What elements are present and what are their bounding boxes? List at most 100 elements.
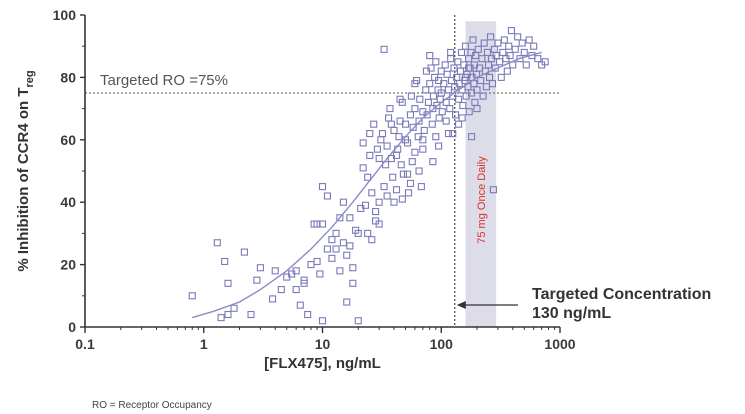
data-point — [535, 56, 541, 62]
data-point — [453, 112, 459, 118]
data-point — [430, 93, 436, 99]
x-tick-label: 10 — [315, 336, 331, 352]
data-point — [416, 168, 422, 174]
data-point — [438, 68, 444, 74]
data-point — [400, 171, 406, 177]
data-point — [379, 131, 385, 137]
y-tick-label: 100 — [53, 7, 77, 23]
data-point — [386, 115, 392, 121]
data-point — [436, 143, 442, 149]
data-point — [384, 143, 390, 149]
data-point — [374, 146, 380, 152]
data-point — [248, 312, 254, 318]
data-point — [391, 199, 397, 205]
data-point — [523, 62, 529, 68]
data-point — [344, 252, 350, 258]
data-point — [293, 287, 299, 293]
data-point — [324, 246, 330, 252]
data-point — [455, 59, 461, 65]
y-axis-title-subscript: reg — [24, 70, 36, 87]
data-point — [222, 258, 228, 264]
data-point — [459, 115, 465, 121]
arrow-left-icon — [457, 301, 466, 309]
data-point — [337, 268, 343, 274]
data-point — [376, 199, 382, 205]
x-tick-label: 1000 — [544, 336, 575, 352]
data-point — [308, 262, 314, 268]
data-point — [367, 152, 373, 158]
data-point — [405, 171, 411, 177]
data-point — [423, 87, 429, 93]
data-point — [347, 243, 353, 249]
data-point — [425, 99, 431, 105]
y-tick-label: 0 — [68, 319, 76, 335]
data-point — [427, 53, 433, 59]
data-point — [369, 190, 375, 196]
data-point — [218, 315, 224, 321]
footnote: RO = Receptor Occupancy — [92, 400, 212, 411]
data-point — [371, 121, 377, 127]
data-point — [340, 199, 346, 205]
data-point — [417, 96, 423, 102]
data-point — [214, 240, 220, 246]
data-point — [355, 318, 361, 324]
data-point — [521, 49, 527, 55]
data-point — [427, 81, 433, 87]
x-tick-label: 100 — [430, 336, 454, 352]
data-point — [189, 293, 195, 299]
data-point — [436, 115, 442, 121]
data-point — [504, 68, 510, 74]
data-point — [407, 180, 413, 186]
data-point — [433, 59, 439, 65]
data-point — [457, 68, 463, 74]
data-point — [387, 106, 393, 112]
data-point — [412, 149, 418, 155]
dose-band-label: 75 mg Once Daily — [476, 156, 488, 244]
data-point — [225, 280, 231, 286]
data-point — [367, 131, 373, 137]
x-tick-label: 1 — [200, 336, 208, 352]
data-point — [497, 59, 503, 65]
data-point — [409, 159, 415, 165]
data-point — [272, 268, 278, 274]
data-point — [456, 96, 462, 102]
data-point — [365, 230, 371, 236]
data-point — [396, 134, 402, 140]
data-point — [445, 131, 451, 137]
data-point — [500, 49, 506, 55]
x-tick-label: 0.1 — [75, 336, 95, 352]
data-point — [369, 237, 375, 243]
data-point — [412, 106, 418, 112]
data-point — [439, 109, 445, 115]
data-point — [241, 249, 247, 255]
data-point — [254, 277, 260, 283]
data-point — [297, 302, 303, 308]
data-point — [408, 93, 414, 99]
data-point — [456, 121, 462, 127]
data-point — [398, 162, 404, 168]
data-point — [360, 140, 366, 146]
x-axis-title: [FLX475], ng/mL — [264, 355, 381, 372]
data-point — [448, 56, 454, 62]
data-point — [508, 28, 514, 34]
data-point — [378, 137, 384, 143]
data-point — [333, 246, 339, 252]
data-point — [329, 237, 335, 243]
data-point — [225, 312, 231, 318]
data-point — [451, 65, 457, 71]
data-point — [444, 71, 450, 77]
data-point — [340, 240, 346, 246]
data-point — [278, 287, 284, 293]
data-point — [420, 146, 426, 152]
data-point — [399, 196, 405, 202]
y-axis-title: % Inhibition of CCR4 on Treg — [15, 70, 36, 271]
data-point — [407, 112, 413, 118]
data-point — [388, 121, 394, 127]
y-tick-label: 40 — [60, 194, 76, 210]
data-point — [447, 106, 453, 112]
data-point — [347, 215, 353, 221]
data-point — [445, 87, 451, 93]
y-tick-label: 60 — [60, 132, 76, 148]
data-point — [501, 37, 507, 43]
